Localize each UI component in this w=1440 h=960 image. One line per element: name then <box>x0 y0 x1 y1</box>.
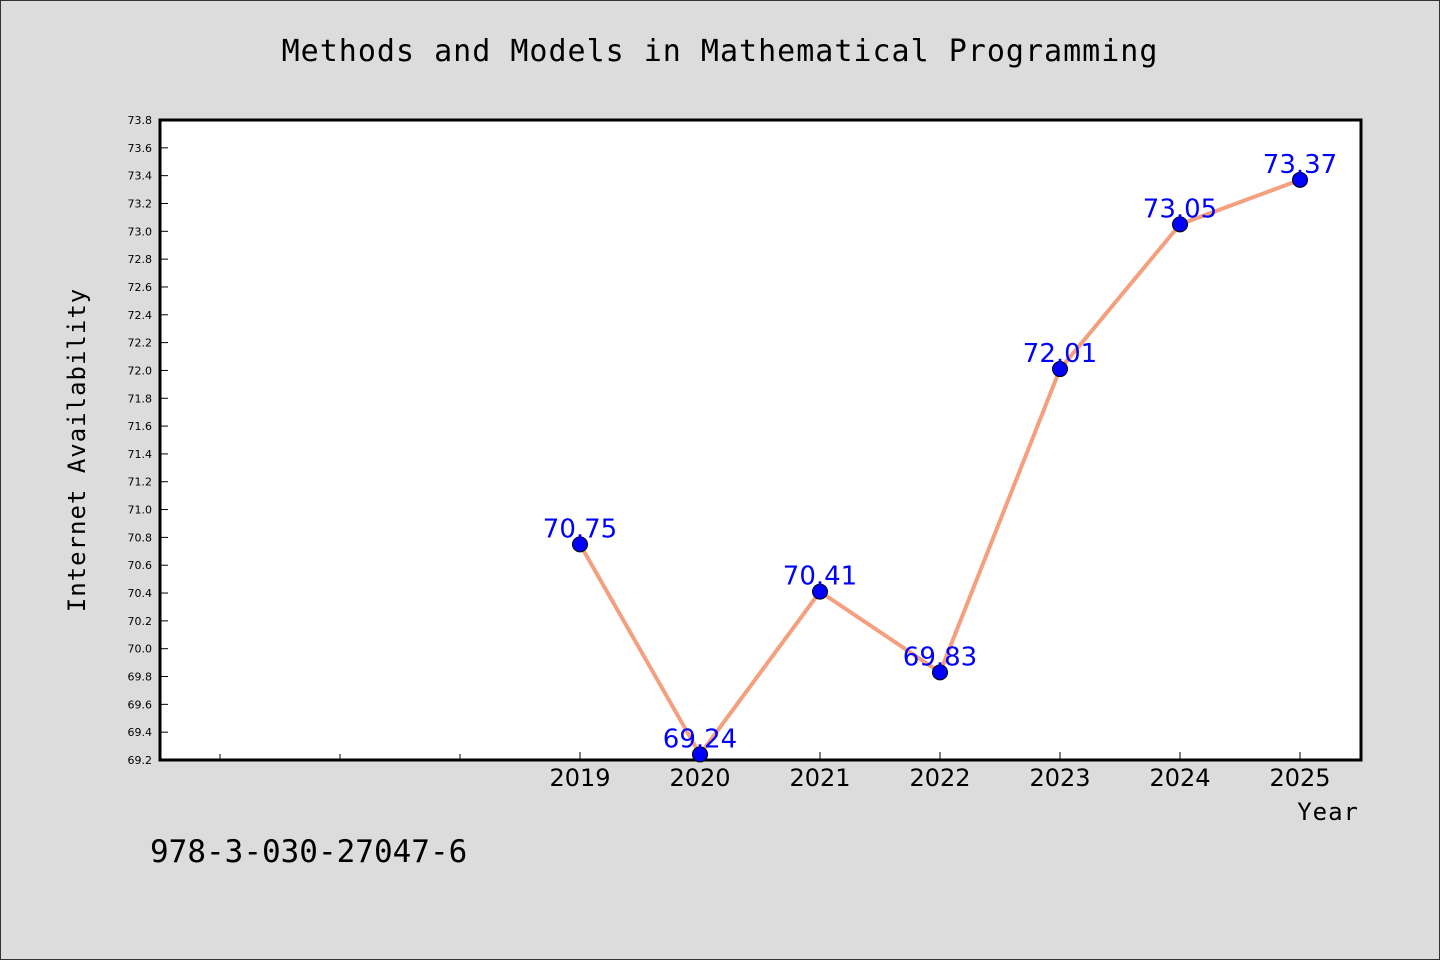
x-axis: 2019 2020 2021 2022 2023 2024 2025 <box>219 752 1331 792</box>
data-label: 70.41 <box>783 562 857 592</box>
data-point <box>812 583 828 600</box>
data-point <box>1052 361 1068 378</box>
y-tick-label: 72.0 <box>128 364 153 377</box>
data-point <box>692 746 708 763</box>
y-tick-label: 69.2 <box>128 754 153 767</box>
y-tick-label: 71.0 <box>128 504 153 517</box>
data-point <box>572 536 588 553</box>
chart-title: Methods and Models in Mathematical Progr… <box>281 34 1159 69</box>
y-tick-label: 73.6 <box>128 142 153 155</box>
y-axis: 69.2 69.4 69.6 69.8 70.0 70.2 70.4 70.6 70.8 71.0… <box>128 114 168 767</box>
x-tick-label: 2024 <box>1149 764 1210 792</box>
footer-isbn: 978-3-030-27047-6 <box>150 834 468 870</box>
data-label: 69.24 <box>663 724 737 754</box>
y-tick-label: 73.2 <box>128 197 153 210</box>
data-point <box>932 664 948 681</box>
x-tick-label: 2022 <box>909 764 970 792</box>
y-tick-label: 69.4 <box>128 726 153 739</box>
y-tick-label: 72.8 <box>128 253 153 266</box>
y-tick-label: 69.8 <box>128 671 153 684</box>
data-label: 69.83 <box>903 642 977 672</box>
y-tick-label: 72.4 <box>128 309 153 322</box>
y-tick-label: 71.6 <box>128 420 153 433</box>
y-tick-label: 71.2 <box>128 476 153 489</box>
y-tick-label: 70.4 <box>128 587 153 600</box>
data-label: 70.75 <box>543 514 617 544</box>
y-tick-label: 70.0 <box>128 643 153 656</box>
x-tick-label: 2023 <box>1029 764 1090 792</box>
series-layer: 70.75 69.24 70.41 69.83 72.01 73.05 73.37 <box>543 150 1337 763</box>
y-tick-label: 71.4 <box>128 448 153 461</box>
plot-area <box>158 118 1363 762</box>
data-label: 72.01 <box>1023 339 1097 369</box>
data-label: 73.05 <box>1143 194 1217 224</box>
data-point <box>1292 171 1308 188</box>
x-tick-label: 2019 <box>549 764 610 792</box>
y-tick-label: 71.8 <box>128 392 153 405</box>
x-tick-label: 2021 <box>789 764 850 792</box>
x-axis-title: Year <box>1297 798 1359 826</box>
y-tick-label: 72.2 <box>128 337 153 350</box>
y-tick-label: 70.8 <box>128 531 153 544</box>
x-tick-label: 2025 <box>1269 764 1330 792</box>
y-tick-label: 73.4 <box>128 170 153 183</box>
y-tick-label: 72.6 <box>128 281 153 294</box>
y-tick-label: 70.6 <box>128 559 153 572</box>
x-tick-label: 2020 <box>669 764 730 792</box>
y-tick-label: 69.6 <box>128 698 153 711</box>
y-tick-label: 73.8 <box>128 114 153 127</box>
y-tick-label: 70.2 <box>128 615 153 628</box>
y-axis-title: Internet Availability <box>63 288 91 612</box>
data-point <box>1172 216 1188 233</box>
y-tick-label: 73.0 <box>128 225 153 238</box>
data-label: 73.37 <box>1263 150 1337 180</box>
